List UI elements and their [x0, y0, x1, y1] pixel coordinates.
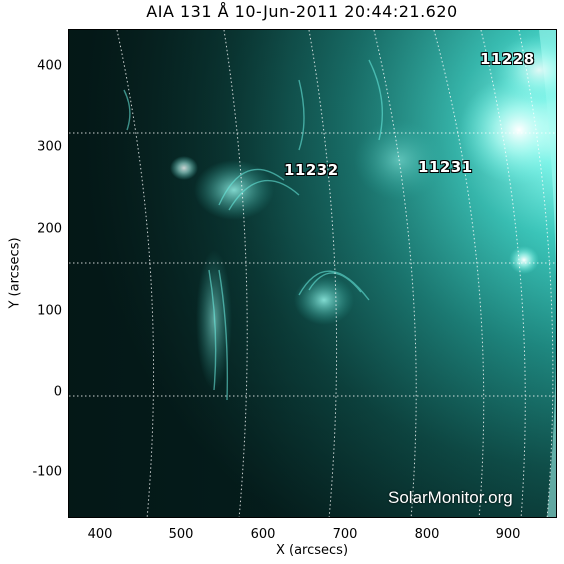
heliographic-grid	[69, 30, 556, 517]
x-tick-label: 500	[168, 527, 194, 542]
solar-image-panel: 11230 11228 11232 11231	[68, 29, 557, 518]
filament-glow	[196, 250, 232, 390]
y-tick-label: 200	[37, 221, 62, 237]
bright-kernel	[170, 156, 198, 180]
solar-image	[69, 30, 556, 517]
y-tick-label: 400	[37, 58, 62, 74]
region-label-11231: 11231	[418, 158, 473, 176]
region-label-11230: 11230	[447, 30, 502, 31]
limb-bright-point	[509, 246, 539, 274]
x-tick-label: 400	[87, 527, 113, 542]
x-axis-title: X (arcsecs)	[275, 543, 349, 558]
solarmonitor-watermark: SolarMonitor.org	[388, 488, 513, 507]
image-title: AIA 131 Å 10-Jun-2011 20:44:21.620	[146, 2, 458, 21]
y-tick-label: 0	[53, 384, 62, 400]
active-region-glow-11228	[494, 35, 556, 105]
y-axis-title: Y (arcsecs)	[7, 237, 23, 309]
y-tick-label: -100	[32, 464, 62, 480]
loop-glow-center	[294, 275, 354, 325]
region-label-11228: 11228	[480, 50, 535, 68]
x-tick-label: 700	[332, 527, 358, 542]
loop-glow-11232	[194, 160, 274, 220]
x-tick-label: 900	[495, 527, 521, 542]
coronal-loops	[123, 59, 383, 401]
y-tick-label: 100	[37, 303, 62, 319]
x-tick-label: 600	[250, 527, 276, 542]
x-tick-label: 800	[414, 527, 440, 542]
region-label-11232: 11232	[284, 161, 339, 179]
y-tick-label: 300	[37, 139, 62, 155]
